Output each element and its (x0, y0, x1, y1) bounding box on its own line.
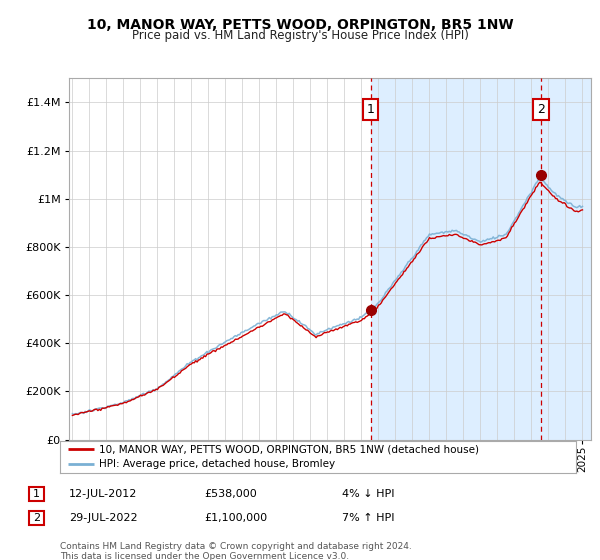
Text: Contains HM Land Registry data © Crown copyright and database right 2024.
This d: Contains HM Land Registry data © Crown c… (60, 542, 412, 560)
Text: 7% ↑ HPI: 7% ↑ HPI (342, 513, 395, 523)
Text: 1: 1 (33, 489, 40, 499)
Text: £538,000: £538,000 (204, 489, 257, 499)
Text: £1,100,000: £1,100,000 (204, 513, 267, 523)
Text: HPI: Average price, detached house, Bromley: HPI: Average price, detached house, Brom… (98, 459, 335, 469)
Text: 2: 2 (537, 103, 545, 116)
Text: 10, MANOR WAY, PETTS WOOD, ORPINGTON, BR5 1NW: 10, MANOR WAY, PETTS WOOD, ORPINGTON, BR… (86, 18, 514, 32)
Text: 10, MANOR WAY, PETTS WOOD, ORPINGTON, BR5 1NW (detached house): 10, MANOR WAY, PETTS WOOD, ORPINGTON, BR… (98, 445, 479, 455)
Text: 2: 2 (33, 513, 40, 523)
Text: 12-JUL-2012: 12-JUL-2012 (69, 489, 137, 499)
Text: 4% ↓ HPI: 4% ↓ HPI (342, 489, 395, 499)
Text: 1: 1 (367, 103, 374, 116)
Bar (371, 78, 591, 440)
Text: 29-JUL-2022: 29-JUL-2022 (69, 513, 137, 523)
Text: Price paid vs. HM Land Registry's House Price Index (HPI): Price paid vs. HM Land Registry's House … (131, 29, 469, 42)
